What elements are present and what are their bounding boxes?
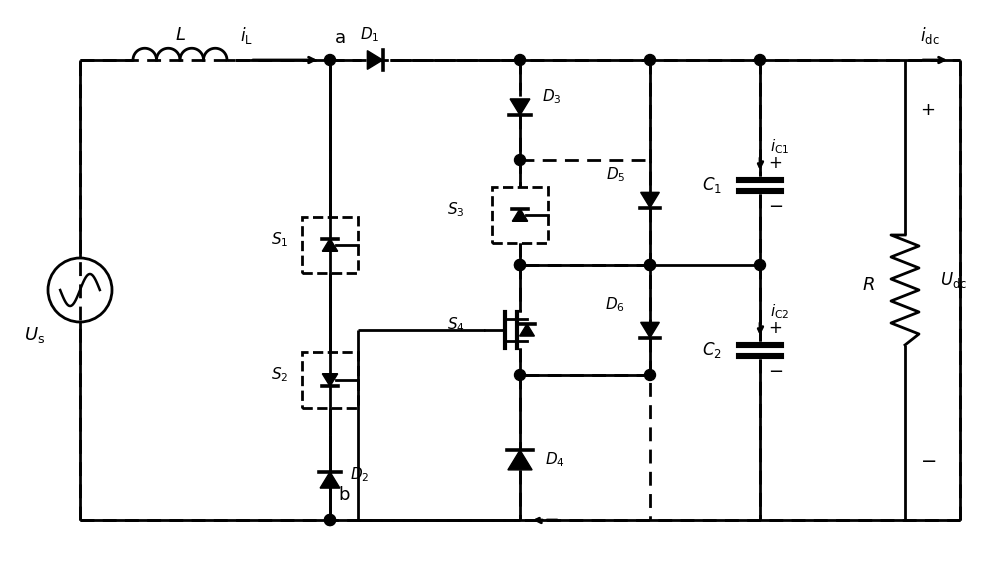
Text: $C_2$: $C_2$: [702, 340, 722, 360]
Text: $-$: $-$: [768, 361, 783, 379]
Polygon shape: [641, 323, 659, 338]
Circle shape: [514, 259, 526, 271]
Polygon shape: [512, 208, 528, 221]
Text: $R$: $R$: [862, 276, 875, 294]
Text: $S_1$: $S_1$: [271, 231, 288, 249]
Text: $S_4$: $S_4$: [447, 316, 465, 334]
Polygon shape: [322, 373, 338, 386]
Text: $+$: $+$: [920, 101, 935, 119]
Polygon shape: [520, 324, 534, 336]
Polygon shape: [367, 51, 383, 69]
Text: $S_3$: $S_3$: [447, 201, 465, 219]
Text: $+$: $+$: [768, 319, 782, 337]
Polygon shape: [510, 99, 530, 115]
Text: $D_5$: $D_5$: [606, 166, 625, 184]
Circle shape: [644, 259, 656, 271]
Text: $C_1$: $C_1$: [702, 175, 722, 195]
Text: $+$: $+$: [768, 154, 782, 172]
Circle shape: [324, 515, 336, 525]
Circle shape: [514, 259, 526, 271]
Circle shape: [644, 259, 656, 271]
Circle shape: [755, 259, 766, 271]
Text: a: a: [335, 29, 346, 47]
Text: $-$: $-$: [768, 196, 783, 214]
Circle shape: [324, 54, 336, 66]
Circle shape: [644, 370, 656, 380]
Polygon shape: [508, 450, 532, 470]
Text: $U_{\rm dc}$: $U_{\rm dc}$: [940, 270, 967, 290]
Bar: [302, 217, 358, 273]
Bar: [492, 187, 548, 243]
Circle shape: [514, 54, 526, 66]
Text: $D_3$: $D_3$: [542, 88, 562, 106]
Text: $U_{\rm s}$: $U_{\rm s}$: [24, 325, 46, 345]
Text: $D_2$: $D_2$: [350, 466, 369, 484]
Text: $S_2$: $S_2$: [271, 366, 288, 384]
Bar: [302, 352, 358, 408]
Text: $-$: $-$: [920, 450, 936, 470]
Text: $i_{\rm C2}$: $i_{\rm C2}$: [770, 303, 789, 321]
Text: $L$: $L$: [175, 26, 185, 44]
Polygon shape: [641, 192, 659, 208]
Text: $D_6$: $D_6$: [605, 295, 625, 314]
Text: $i_{\rm dc}$: $i_{\rm dc}$: [920, 24, 940, 46]
Circle shape: [514, 370, 526, 380]
Circle shape: [644, 54, 656, 66]
Polygon shape: [322, 238, 338, 251]
Text: $i_{\rm C1}$: $i_{\rm C1}$: [770, 138, 789, 157]
Polygon shape: [320, 472, 340, 488]
Text: $D_1$: $D_1$: [360, 25, 380, 44]
Text: $i_{\rm L}$: $i_{\rm L}$: [240, 24, 253, 46]
Text: $D_4$: $D_4$: [545, 451, 565, 470]
Circle shape: [514, 154, 526, 166]
Text: b: b: [338, 486, 350, 504]
Circle shape: [755, 54, 766, 66]
Circle shape: [324, 515, 336, 525]
